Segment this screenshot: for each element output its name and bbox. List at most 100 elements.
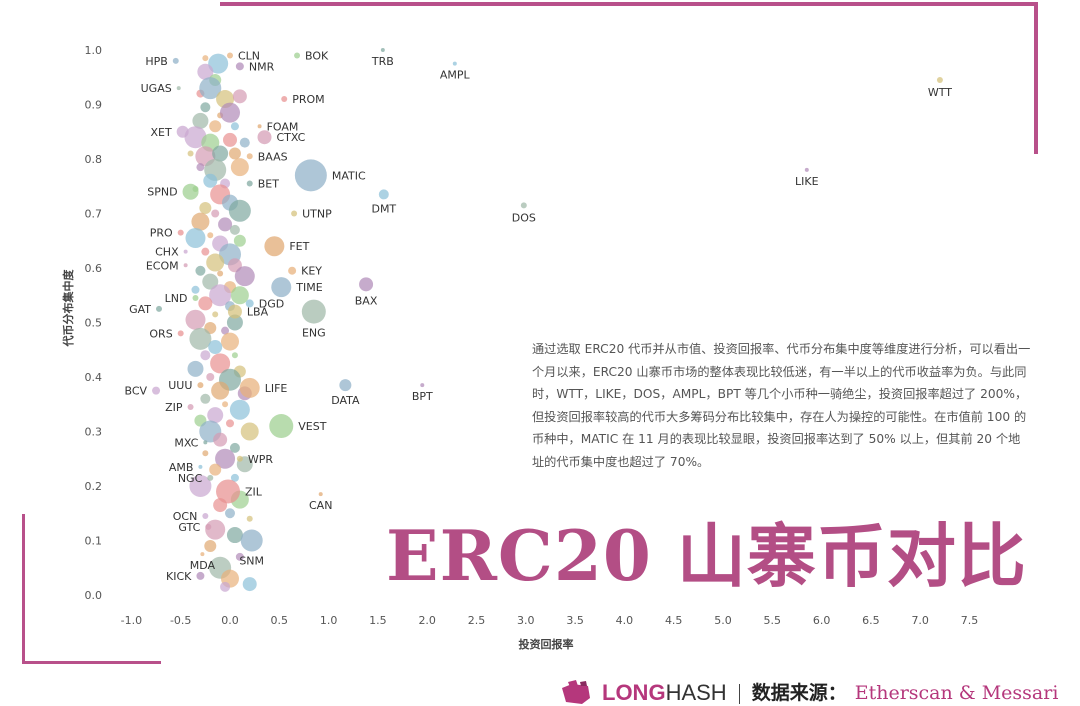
- bubble-zip: [187, 403, 194, 410]
- point-label: SPND: [147, 186, 177, 199]
- x-tick-label: 7.0: [911, 614, 929, 627]
- bubble: [196, 163, 205, 172]
- bubble-mda: [200, 552, 205, 557]
- bubble: [240, 422, 259, 441]
- bubble-data: [339, 379, 352, 392]
- bubble: [210, 353, 231, 374]
- bubble: [225, 508, 235, 519]
- bubble-dgd: [245, 299, 254, 308]
- bubble-matic: [294, 159, 327, 192]
- bubble-prom: [281, 96, 288, 103]
- point-label: LND: [165, 292, 188, 305]
- bubble-lnd: [192, 294, 199, 301]
- point-label: DGD: [259, 297, 284, 310]
- bubble: [246, 515, 253, 522]
- bubble-snm: [240, 529, 263, 552]
- point-label: GAT: [129, 303, 151, 316]
- bubble: [221, 326, 230, 335]
- footer: LONG HASH 数据来源： Etherscan & Messari: [558, 680, 1059, 705]
- bubble: [235, 552, 244, 561]
- x-tick-label: 5.5: [764, 614, 782, 627]
- y-tick-label: 0.6: [85, 262, 103, 275]
- bubble: [231, 352, 238, 359]
- bubble: [213, 432, 228, 447]
- x-axis-ticks: -1.0 -0.5 0.0 0.5 1.0 1.5 2.0 2.5 3.0 3.5 4.0 4.5 5.…: [121, 614, 979, 627]
- x-tick-label: 3.5: [566, 614, 584, 627]
- bubble: [191, 285, 200, 294]
- x-tick-label: 0.5: [271, 614, 289, 627]
- bubble-ocn: [202, 512, 209, 519]
- bubble-pro: [177, 229, 184, 236]
- bubble: [211, 381, 230, 400]
- frame-bottom-line: [22, 661, 161, 664]
- bubble: [206, 253, 225, 272]
- bubble-xet: [176, 125, 189, 138]
- point-label: BCV: [124, 385, 147, 398]
- bubble: [200, 393, 211, 404]
- point-label: KEY: [301, 265, 322, 278]
- bubble: [189, 327, 212, 350]
- point-label: MATIC: [332, 169, 366, 182]
- point-label: BAAS: [258, 150, 288, 163]
- bubble-wpr: [236, 455, 243, 462]
- bubble-foam: [257, 124, 262, 129]
- point-label: FET: [289, 240, 309, 253]
- bubble: [222, 401, 229, 408]
- bubble: [209, 463, 222, 476]
- bubble-ugas: [176, 86, 181, 91]
- point-label: BPT: [412, 390, 433, 403]
- bubble: [211, 209, 220, 218]
- point-label: UUU: [168, 379, 192, 392]
- point-label: TIME: [295, 281, 322, 294]
- point-label: DATA: [331, 394, 360, 407]
- bubble-time: [271, 277, 292, 298]
- bubble-eng: [301, 299, 326, 324]
- bubble-kick: [196, 571, 205, 580]
- y-tick-label: 0.8: [85, 153, 103, 166]
- bubble-bax: [359, 277, 374, 292]
- x-tick-label: 2.5: [468, 614, 486, 627]
- bubble: [230, 286, 249, 305]
- point-label: LIFE: [265, 382, 288, 395]
- bubble: [230, 473, 239, 482]
- bubble: [187, 360, 204, 377]
- logo-text-hash: HASH: [665, 680, 727, 705]
- bubble: [185, 228, 206, 249]
- bubble-mxc: [203, 440, 208, 445]
- point-label: BET: [258, 178, 279, 191]
- frame-top-line: [220, 2, 1038, 6]
- point-label: VEST: [298, 420, 326, 433]
- point-label: ENG: [302, 327, 326, 340]
- bubble: [218, 217, 233, 232]
- bubble: [230, 158, 249, 177]
- bubble: [229, 442, 240, 453]
- bubble: [207, 232, 214, 239]
- point-label: LIKE: [795, 175, 819, 188]
- bubble-trb: [380, 48, 385, 52]
- bubble: [208, 340, 223, 355]
- point-label: ZIL: [245, 485, 263, 498]
- bubble: [202, 273, 219, 290]
- source-value: Etherscan & Messari: [854, 682, 1059, 704]
- point-label: MDA: [190, 559, 216, 572]
- bubble-spnd: [182, 183, 199, 200]
- bubble: [212, 145, 229, 162]
- x-tick-label: -0.5: [170, 614, 191, 627]
- x-tick-label: 6.0: [813, 614, 831, 627]
- bubble-uuu: [197, 382, 204, 389]
- bubble: [203, 173, 218, 188]
- bubble: [228, 147, 241, 160]
- bubble: [201, 247, 210, 256]
- bubble: [207, 407, 224, 424]
- frame-left-line: [22, 514, 25, 664]
- bubble: [209, 284, 232, 307]
- x-tick-label: 3.0: [517, 614, 535, 627]
- bubble-nmr: [235, 62, 244, 71]
- bubble: [221, 332, 239, 351]
- bubble-wtt: [936, 76, 943, 83]
- bubble: [233, 234, 246, 247]
- x-axis-title: 投资回报率: [519, 637, 574, 651]
- bubble: [229, 224, 240, 235]
- bubble: [228, 199, 251, 222]
- bubble: [215, 448, 236, 469]
